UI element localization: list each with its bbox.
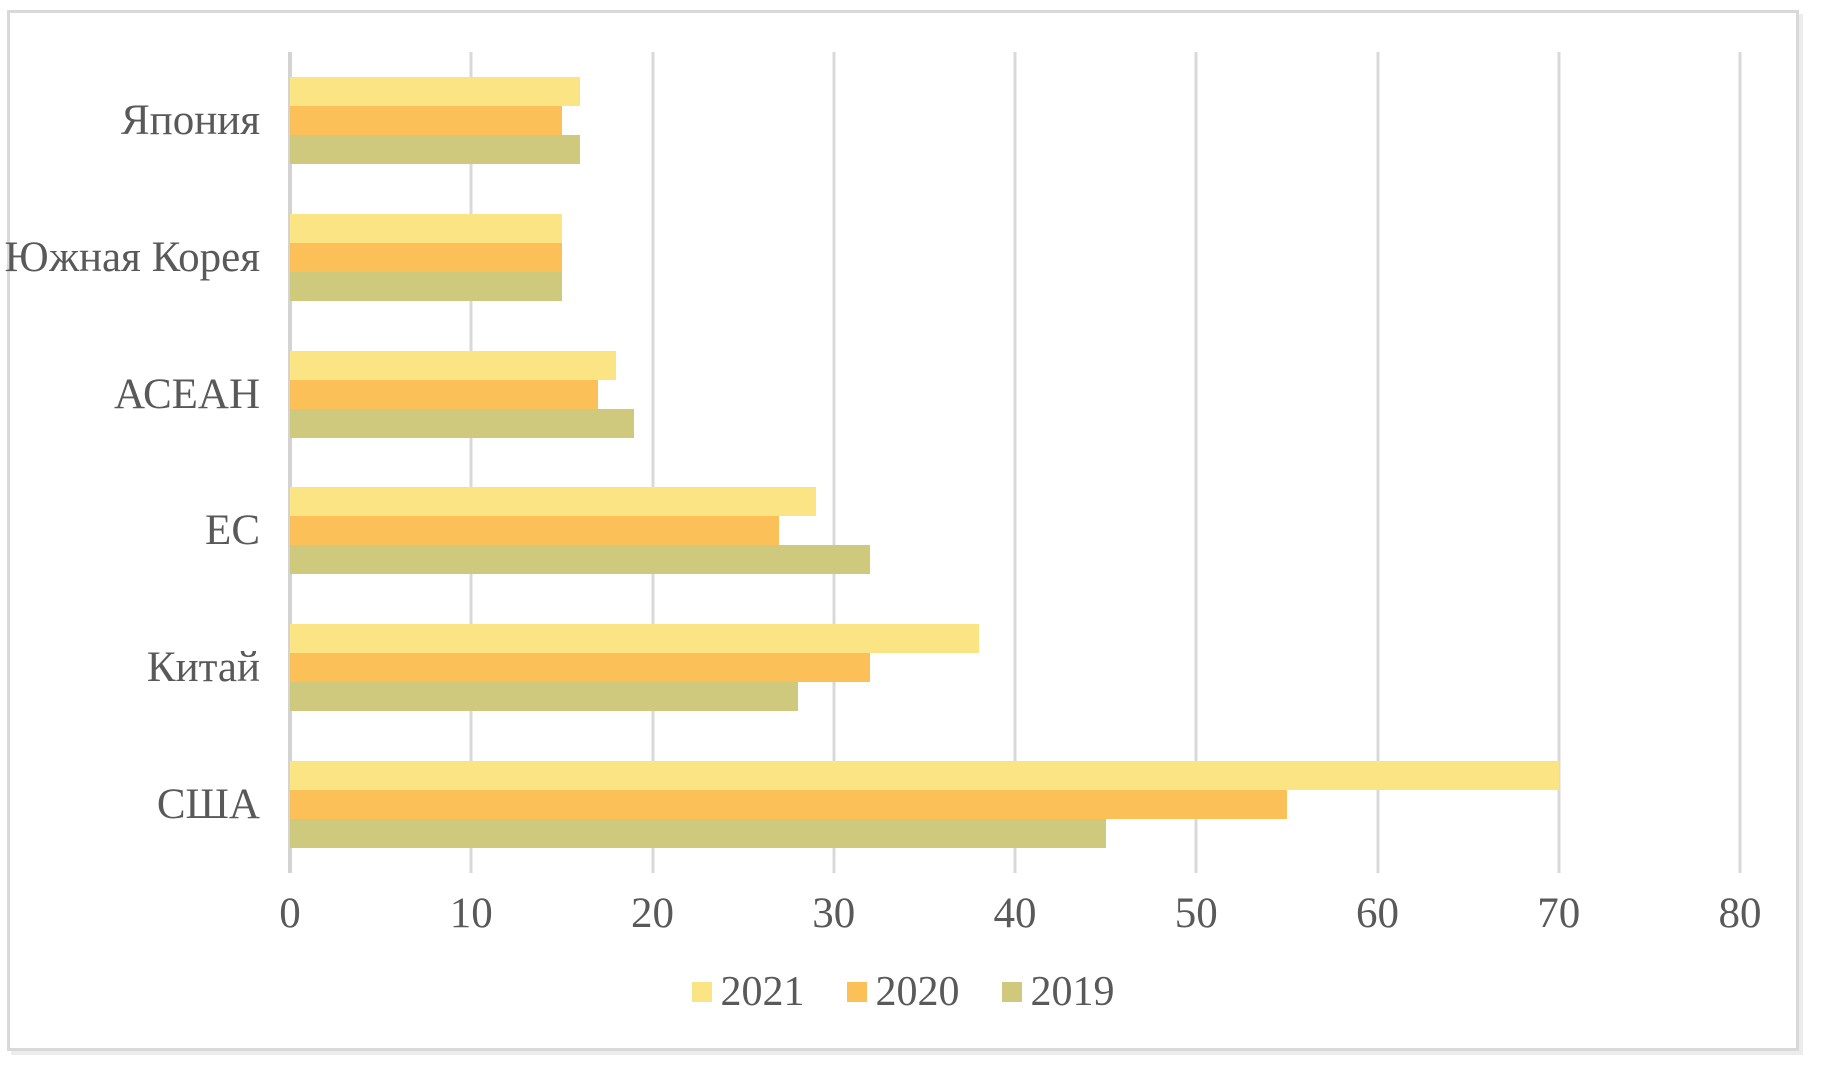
- bar-2021-Китай: [290, 624, 979, 654]
- category-label-5: Китай: [146, 644, 260, 692]
- legend-swatch-2020: [846, 982, 867, 1002]
- bar-2019-Южная Корея: [290, 271, 562, 301]
- gridline-x-0: [288, 52, 292, 873]
- bar-2020-Китай: [290, 653, 870, 683]
- legend-item-2020: 2020: [846, 968, 960, 1016]
- bar-2019-АСЕАН: [290, 408, 635, 438]
- x-tick-label-70: 70: [1537, 890, 1581, 937]
- bar-2021-АСЕАН: [290, 350, 617, 380]
- category-label-1: Япония: [121, 96, 260, 144]
- category-label-2: Южная Корея: [4, 233, 260, 281]
- bar-2019-Япония: [290, 134, 580, 164]
- gridline-x-30: [832, 52, 836, 873]
- bar-2020-Япония: [290, 105, 562, 135]
- gridline-x-70: [1557, 52, 1561, 873]
- x-tick-label-20: 20: [631, 890, 674, 937]
- legend-label-2020: 2020: [875, 969, 960, 1015]
- legend: 2021 2020 2019: [7, 968, 1799, 1016]
- gridline-x-10: [469, 52, 473, 873]
- legend-item-2019: 2019: [1001, 968, 1115, 1016]
- x-tick-label-80: 80: [1718, 890, 1762, 937]
- category-label-6: США: [156, 781, 260, 829]
- category-axis: Япония Южная Корея АСЕАН ЕС Китай США: [0, 52, 260, 873]
- bar-2021-Южная Корея: [290, 213, 562, 243]
- gridline-x-60: [1376, 52, 1379, 873]
- gridline-x-20: [651, 52, 654, 873]
- plot-area: [288, 52, 1742, 873]
- bar-2021-Япония: [290, 76, 580, 106]
- x-tick-label-50: 50: [1174, 890, 1218, 937]
- gridline-x-50: [1194, 52, 1198, 873]
- bar-2020-АСЕАН: [290, 379, 599, 409]
- gridline-x-40: [1013, 52, 1017, 873]
- legend-swatch-2019: [1001, 982, 1022, 1002]
- x-tick-label-40: 40: [993, 890, 1037, 937]
- category-label-4: ЕС: [205, 507, 260, 555]
- bar-2020-ЕС: [290, 516, 780, 546]
- x-axis: 0 10 20 30 40 50 60 70 80: [279, 888, 1761, 948]
- x-tick-label-60: 60: [1356, 890, 1399, 937]
- bar-2019-ЕС: [290, 545, 870, 575]
- bar-2019-Китай: [290, 682, 798, 712]
- bar-2021-США: [290, 761, 1559, 791]
- bar-2019-США: [290, 819, 1106, 849]
- legend-label-2021: 2021: [720, 969, 805, 1015]
- legend-label-2019: 2019: [1030, 969, 1115, 1015]
- x-tick-label-30: 30: [812, 890, 856, 937]
- category-label-3: АСЕАН: [114, 370, 260, 418]
- legend-item-2021: 2021: [691, 968, 805, 1016]
- bar-2020-Южная Корея: [290, 242, 562, 272]
- bar-2021-ЕС: [290, 487, 816, 517]
- x-tick-label-0: 0: [279, 890, 301, 937]
- bar-2020-США: [290, 790, 1287, 820]
- gridline-x-80: [1738, 52, 1742, 873]
- x-tick-label-10: 10: [449, 890, 493, 937]
- legend-swatch-2021: [691, 982, 712, 1002]
